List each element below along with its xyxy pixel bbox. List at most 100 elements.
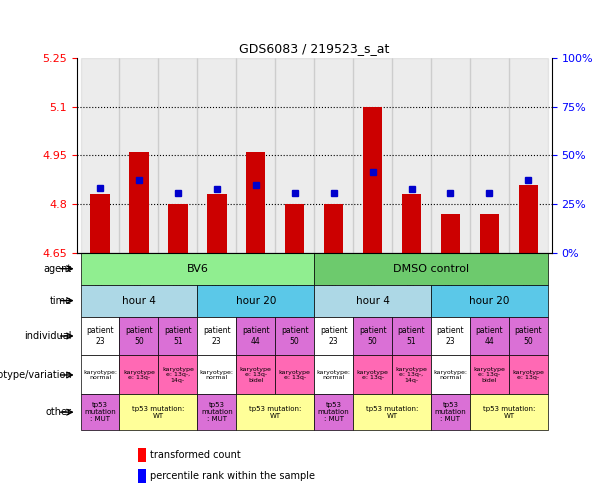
Bar <box>139 469 145 483</box>
FancyBboxPatch shape <box>392 355 431 395</box>
Text: karyotype:
normal: karyotype: normal <box>83 369 117 381</box>
FancyBboxPatch shape <box>314 316 353 355</box>
Bar <box>441 214 460 253</box>
FancyBboxPatch shape <box>470 395 548 430</box>
FancyBboxPatch shape <box>158 355 197 395</box>
Text: karyotype:
normal: karyotype: normal <box>200 369 234 381</box>
Text: patient
23: patient 23 <box>320 327 348 346</box>
Bar <box>207 194 227 253</box>
Text: tp53
mutation
: MUT: tp53 mutation : MUT <box>318 402 349 422</box>
Text: tp53 mutation:
WT: tp53 mutation: WT <box>249 406 302 419</box>
Bar <box>90 194 110 253</box>
FancyBboxPatch shape <box>470 355 509 395</box>
Text: patient
50: patient 50 <box>359 327 386 346</box>
Text: karyotype
e: 13q-: karyotype e: 13q- <box>512 369 544 381</box>
FancyBboxPatch shape <box>275 316 314 355</box>
FancyBboxPatch shape <box>314 284 431 316</box>
FancyBboxPatch shape <box>197 284 314 316</box>
Bar <box>129 152 149 253</box>
FancyBboxPatch shape <box>392 316 431 355</box>
Text: individual: individual <box>25 331 72 341</box>
Bar <box>80 58 120 253</box>
Text: patient
23: patient 23 <box>86 327 114 346</box>
FancyBboxPatch shape <box>197 316 236 355</box>
Text: genotype/variation: genotype/variation <box>0 370 72 380</box>
FancyBboxPatch shape <box>431 284 548 316</box>
Text: patient
50: patient 50 <box>125 327 153 346</box>
Bar <box>402 194 421 253</box>
Bar <box>158 58 197 253</box>
FancyBboxPatch shape <box>120 316 158 355</box>
FancyBboxPatch shape <box>80 316 120 355</box>
Bar <box>168 204 188 253</box>
FancyBboxPatch shape <box>509 316 548 355</box>
Text: karyotype
e: 13q-
bidel: karyotype e: 13q- bidel <box>473 367 505 384</box>
Bar <box>324 204 343 253</box>
FancyBboxPatch shape <box>431 316 470 355</box>
FancyBboxPatch shape <box>80 395 120 430</box>
Bar <box>363 107 383 253</box>
FancyBboxPatch shape <box>80 355 120 395</box>
FancyBboxPatch shape <box>509 355 548 395</box>
Bar <box>139 448 145 462</box>
Text: patient
51: patient 51 <box>398 327 425 346</box>
Text: tp53
mutation
: MUT: tp53 mutation : MUT <box>84 402 116 422</box>
Text: karyotype
e: 13q-,
14q-: karyotype e: 13q-, 14q- <box>395 367 427 384</box>
Text: patient
44: patient 44 <box>242 327 270 346</box>
Text: patient
23: patient 23 <box>436 327 464 346</box>
Bar <box>246 152 265 253</box>
FancyBboxPatch shape <box>353 316 392 355</box>
Bar <box>285 204 305 253</box>
Bar <box>509 58 548 253</box>
Bar <box>120 58 158 253</box>
Bar <box>314 58 353 253</box>
Text: tp53
mutation
: MUT: tp53 mutation : MUT <box>201 402 233 422</box>
FancyBboxPatch shape <box>236 395 314 430</box>
FancyBboxPatch shape <box>470 316 509 355</box>
FancyBboxPatch shape <box>236 316 275 355</box>
FancyBboxPatch shape <box>120 395 197 430</box>
FancyBboxPatch shape <box>431 355 470 395</box>
Text: hour 20: hour 20 <box>469 296 509 306</box>
Bar <box>519 185 538 253</box>
FancyBboxPatch shape <box>353 355 392 395</box>
Bar <box>353 58 392 253</box>
Text: DMSO control: DMSO control <box>393 264 469 274</box>
Text: karyotype
e: 13q-: karyotype e: 13q- <box>357 369 389 381</box>
Text: tp53 mutation:
WT: tp53 mutation: WT <box>366 406 418 419</box>
FancyBboxPatch shape <box>314 253 548 284</box>
FancyBboxPatch shape <box>314 395 353 430</box>
FancyBboxPatch shape <box>80 284 197 316</box>
Bar <box>470 58 509 253</box>
Text: tp53
mutation
: MUT: tp53 mutation : MUT <box>435 402 466 422</box>
Text: karyotype:
normal: karyotype: normal <box>317 369 351 381</box>
FancyBboxPatch shape <box>353 395 431 430</box>
Text: BV6: BV6 <box>186 264 208 274</box>
Text: agent: agent <box>44 264 72 274</box>
Text: karyotype
e: 13q-
bidel: karyotype e: 13q- bidel <box>240 367 272 384</box>
FancyBboxPatch shape <box>197 395 236 430</box>
FancyBboxPatch shape <box>314 355 353 395</box>
Text: hour 20: hour 20 <box>235 296 276 306</box>
Bar <box>431 58 470 253</box>
FancyBboxPatch shape <box>236 355 275 395</box>
Text: patient
50: patient 50 <box>514 327 542 346</box>
Text: transformed count: transformed count <box>150 450 241 460</box>
FancyBboxPatch shape <box>197 355 236 395</box>
Bar <box>197 58 236 253</box>
Text: hour 4: hour 4 <box>356 296 389 306</box>
Text: patient
44: patient 44 <box>476 327 503 346</box>
Text: karyotype
e: 13q-,
14q-: karyotype e: 13q-, 14q- <box>162 367 194 384</box>
Text: tp53 mutation:
WT: tp53 mutation: WT <box>482 406 535 419</box>
FancyBboxPatch shape <box>158 316 197 355</box>
FancyBboxPatch shape <box>120 355 158 395</box>
Bar <box>392 58 431 253</box>
Text: patient
50: patient 50 <box>281 327 308 346</box>
Text: patient
23: patient 23 <box>203 327 230 346</box>
Text: percentile rank within the sample: percentile rank within the sample <box>150 471 315 481</box>
Text: hour 4: hour 4 <box>122 296 156 306</box>
Text: karyotype
e: 13q-: karyotype e: 13q- <box>279 369 311 381</box>
Text: patient
51: patient 51 <box>164 327 192 346</box>
Text: karyotype
e: 13q-: karyotype e: 13q- <box>123 369 155 381</box>
FancyBboxPatch shape <box>431 395 470 430</box>
